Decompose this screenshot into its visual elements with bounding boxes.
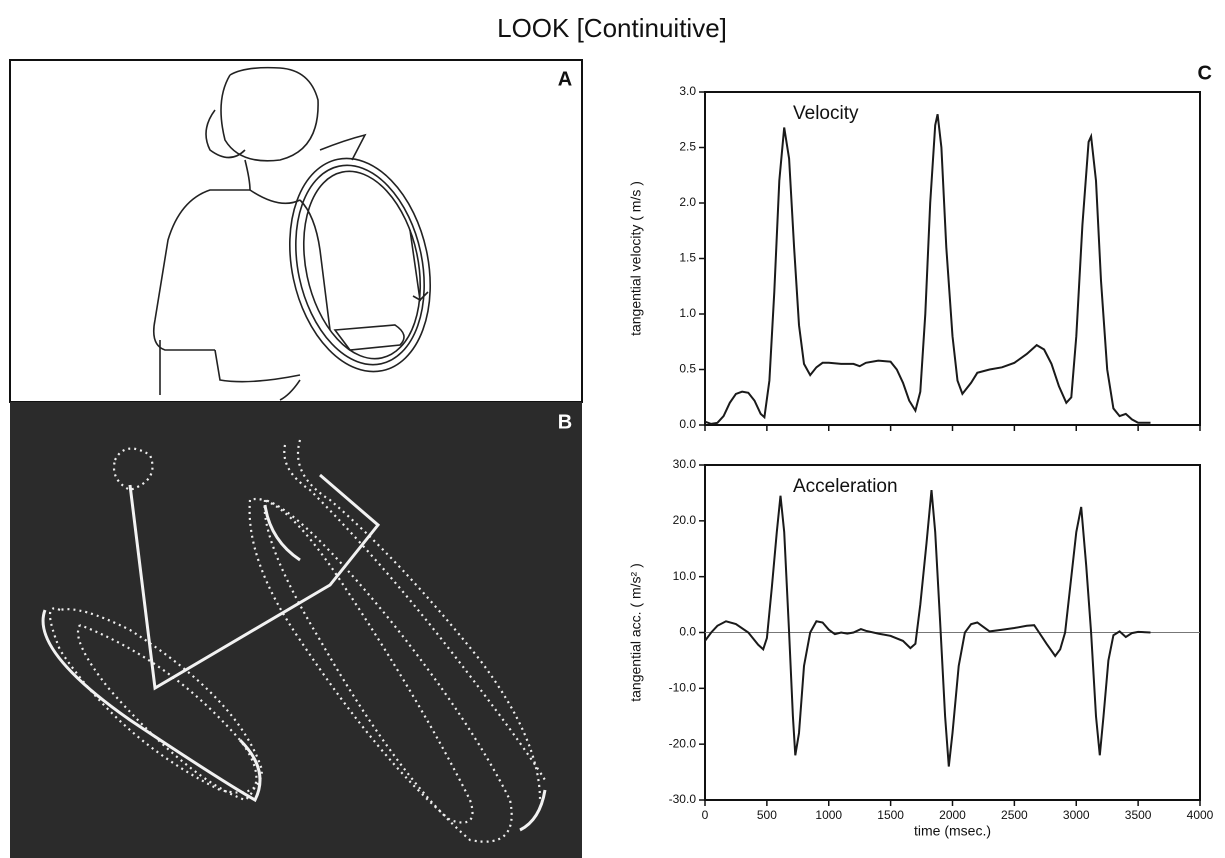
figure-title: LOOK [Continuitive]	[497, 13, 727, 43]
annotation: Velocity	[793, 103, 859, 124]
y-axis-label: tangential acc. ( m/s² )	[628, 563, 644, 702]
x-tick-label: 0	[702, 808, 709, 822]
y-tick-label: 0.5	[679, 362, 696, 376]
y-tick-label: 30.0	[673, 457, 697, 471]
panel-label: B	[558, 411, 572, 433]
data-line	[704, 490, 1151, 767]
x-axis-label: time (msec.)	[914, 823, 991, 839]
y-tick-label: 1.5	[679, 251, 696, 265]
data-line	[704, 113, 1151, 425]
x-tick-label: 1500	[877, 808, 904, 822]
x-tick-label: 500	[757, 808, 777, 822]
x-tick-label: 1000	[815, 808, 842, 822]
plot-frame	[704, 91, 1201, 426]
y-tick-label: 2.0	[679, 195, 696, 209]
panel-label: A	[558, 68, 572, 90]
y-tick-label: 1.0	[679, 306, 696, 320]
y-tick-label: 20.0	[673, 513, 697, 527]
y-tick-label: -20.0	[669, 736, 697, 750]
y-tick-label: -30.0	[669, 792, 697, 806]
y-tick-label: 2.5	[679, 140, 696, 154]
y-tick-label: 0.0	[679, 417, 696, 431]
y-tick-label: 10.0	[673, 569, 697, 583]
x-tick-label: 3000	[1063, 808, 1090, 822]
y-tick-label: 0.0	[679, 625, 696, 639]
annotation: Acceleration	[793, 476, 898, 497]
x-tick-label: 4000	[1187, 808, 1214, 822]
panel-b-illustration	[10, 402, 582, 858]
y-axis-label: tangential velocity ( m/s )	[628, 181, 644, 336]
y-tick-label: 3.0	[679, 84, 696, 98]
x-tick-label: 2500	[1001, 808, 1028, 822]
y-tick-label: -10.0	[669, 681, 697, 695]
x-tick-label: 2000	[939, 808, 966, 822]
x-tick-label: 3500	[1125, 808, 1152, 822]
panel-a-illustration	[9, 59, 583, 403]
panel-label: C	[1198, 62, 1212, 84]
